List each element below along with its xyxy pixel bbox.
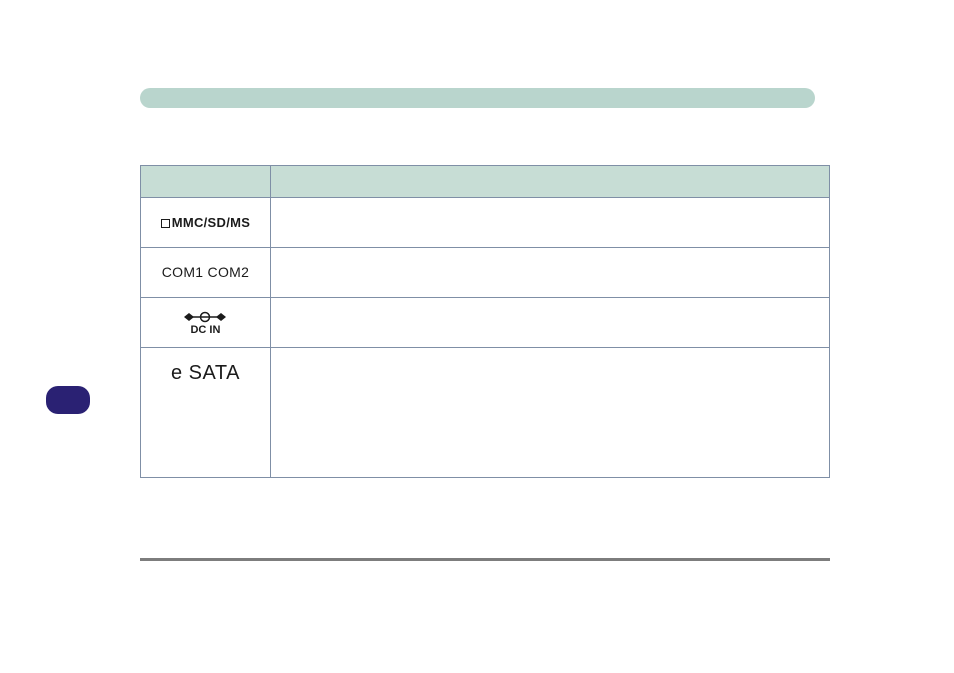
side-page-badge xyxy=(46,386,90,414)
col-header-icon xyxy=(141,166,271,198)
icon-label: e SATA xyxy=(171,362,240,384)
table-row: MMC/SD/MS xyxy=(141,198,830,248)
table-row: COM1 COM2 xyxy=(141,248,830,298)
desc-cell xyxy=(270,348,829,478)
icon-cell-com: COM1 COM2 xyxy=(141,248,271,298)
table-row: e SATA xyxy=(141,348,830,478)
icon-cell-dcin: DC IN xyxy=(141,298,271,348)
table-row: DC IN xyxy=(141,298,830,348)
desc-cell xyxy=(270,298,829,348)
desc-cell xyxy=(270,198,829,248)
icon-label: MMC/SD/MS xyxy=(172,215,251,230)
section-header-bar xyxy=(140,88,815,108)
dc-in-icon xyxy=(183,310,227,324)
icon-label: COM1 COM2 xyxy=(162,264,250,280)
desc-cell xyxy=(270,248,829,298)
col-header-name xyxy=(270,166,829,198)
icon-cell-card: MMC/SD/MS xyxy=(141,198,271,248)
icon-sublabel: DC IN xyxy=(151,324,260,336)
icons-table-body: MMC/SD/MS COM1 COM2 DC IN xyxy=(141,198,830,478)
icon-cell-esata: e SATA xyxy=(141,348,271,478)
icons-table: MMC/SD/MS COM1 COM2 DC IN xyxy=(140,165,830,478)
card-slot-icon xyxy=(161,219,170,228)
footer-rule xyxy=(140,558,830,561)
